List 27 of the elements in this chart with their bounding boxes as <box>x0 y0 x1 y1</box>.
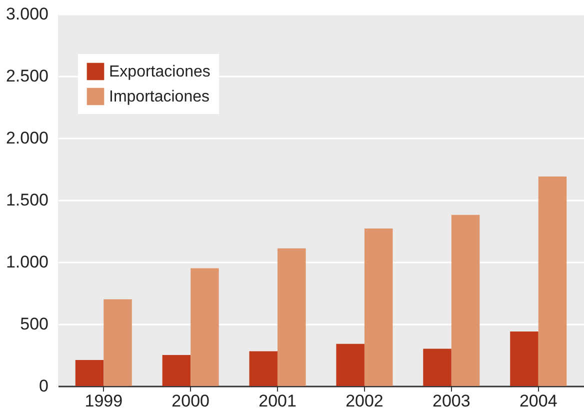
x-tick-label: 2004 <box>519 392 558 410</box>
legend-label: Importaciones <box>109 88 210 106</box>
x-tick-label: 2002 <box>346 392 384 410</box>
bar <box>162 355 191 386</box>
bar <box>423 348 452 386</box>
bar <box>190 268 219 386</box>
bar <box>278 248 306 386</box>
x-tick-label: 2001 <box>258 392 296 410</box>
bar <box>451 214 480 386</box>
bar <box>510 331 538 386</box>
bar <box>538 176 567 386</box>
x-tick-label: 2000 <box>172 392 210 410</box>
bar <box>104 299 132 386</box>
bar <box>249 351 278 386</box>
bar <box>75 360 104 386</box>
x-tick-label: 1999 <box>84 392 123 410</box>
y-tick-label: 0 <box>39 376 48 396</box>
y-tick-label: 2.500 <box>6 66 48 86</box>
y-tick-label: 500 <box>20 314 48 334</box>
y-tick-label: 1.500 <box>6 190 48 210</box>
bar <box>336 344 364 386</box>
y-tick-label: 1.000 <box>6 252 48 272</box>
y-tick-label: 3.000 <box>6 4 48 24</box>
bar <box>364 228 393 386</box>
legend-label: Exportaciones <box>109 64 210 80</box>
x-tick-label: 2003 <box>432 392 470 410</box>
y-tick-label: 2.000 <box>6 128 48 148</box>
